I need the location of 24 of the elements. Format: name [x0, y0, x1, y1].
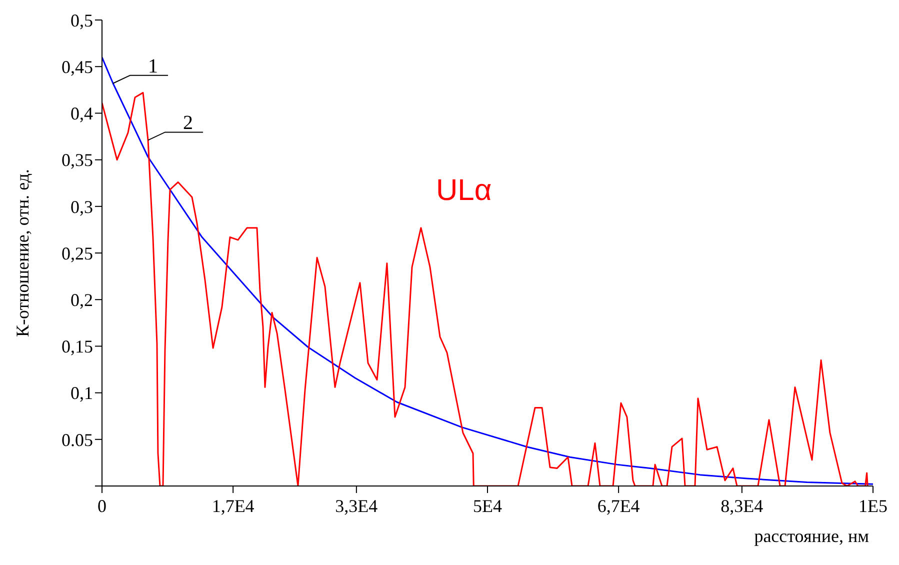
- y-tick-label: 0,25: [62, 243, 93, 264]
- y-tick-label: 0,4: [70, 104, 93, 124]
- y-tick-label: 0,1: [70, 383, 93, 404]
- y-tick-label: 0,3: [70, 196, 93, 217]
- y-tick-label: 0,2: [70, 290, 93, 310]
- y-axis-title: К-отношение, отн. ед.: [12, 168, 32, 338]
- y-tick-label: 0,15: [62, 336, 93, 357]
- annotation: 1: [148, 55, 158, 78]
- y-tick-label: 0.05: [62, 430, 93, 450]
- x-tick-label: 0: [98, 496, 106, 516]
- label-pointer: 2: [148, 112, 204, 141]
- label-pointer: 1: [112, 55, 169, 84]
- x-tick-label: 1,7E4: [212, 496, 254, 516]
- x-tick-label: 5E4: [473, 496, 502, 516]
- y-tick-label: 0,45: [62, 56, 93, 77]
- y-tick-label: 0,5: [70, 10, 93, 30]
- annotation: 2: [183, 112, 194, 134]
- x-tick-label: 8,3E4: [720, 496, 764, 516]
- x-axis-title: расстояние, нм: [754, 526, 869, 546]
- annotation: ULα: [436, 174, 492, 208]
- x-tick-label: 3,3E4: [335, 496, 378, 516]
- y-tick-label: 0,35: [62, 150, 93, 170]
- x-tick-label: 1E5: [858, 496, 888, 516]
- x-tick-label: 6,7E4: [597, 496, 640, 516]
